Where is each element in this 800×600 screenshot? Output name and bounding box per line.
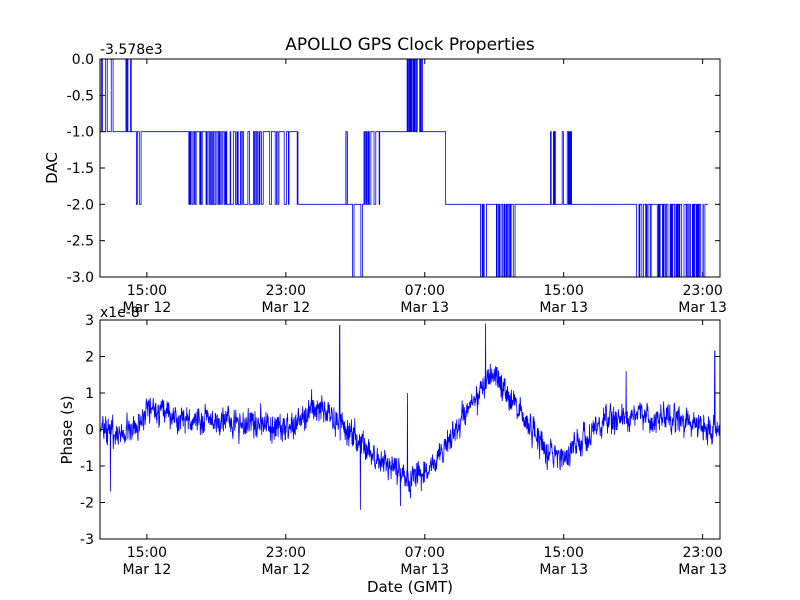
x-tick-label-time: 15:00 [127, 283, 167, 299]
y-tick-label: 2 [85, 350, 94, 366]
x-tick-label-time: 15:00 [127, 545, 167, 561]
x-tick-label-date: Mar 12 [123, 562, 172, 578]
x-tick-label-date: Mar 13 [539, 300, 588, 316]
chart-title: APOLLO GPS Clock Properties [285, 35, 535, 55]
phase-x-axis-label: Date (GMT) [367, 578, 453, 596]
x-tick-label-date: Mar 13 [678, 562, 727, 578]
x-tick-label-time: 23:00 [682, 545, 722, 561]
phase-y-axis-label: Phase (s) [58, 395, 76, 464]
dac-chart: APOLLO GPS Clock Properties -3.578e3 DAC… [43, 35, 727, 316]
dac-series-line [100, 59, 708, 277]
y-tick-label: 1 [85, 386, 94, 402]
x-tick-label-date: Mar 13 [539, 562, 588, 578]
y-tick-label: -0.5 [67, 88, 94, 104]
x-tick-label-time: 07:00 [405, 283, 445, 299]
x-tick-label-date: Mar 12 [261, 562, 310, 578]
y-tick-label: -1 [80, 459, 94, 475]
phase-chart: x1e-8 Phase (s) Date (GMT) 3 2 1 0 -1 -2 -3 15:… [58, 305, 727, 596]
x-tick-label-date: Mar 13 [400, 562, 449, 578]
x-tick-label-time: 23:00 [682, 283, 722, 299]
x-tick-label-date: Mar 13 [678, 300, 727, 316]
x-tick-label-date: Mar 13 [400, 300, 449, 316]
y-tick-label: -1.0 [67, 125, 94, 141]
y-tick-label: -3 [80, 532, 94, 548]
phase-offset-label: x1e-8 [100, 305, 140, 321]
y-tick-label: 0.0 [72, 52, 94, 68]
dac-axes-frame [99, 58, 721, 278]
x-tick-label-time: 15:00 [544, 545, 584, 561]
x-tick-label-time: 07:00 [405, 545, 445, 561]
y-tick-label: -2.0 [67, 197, 94, 213]
y-tick-label: -3.0 [67, 270, 94, 286]
phase-axes-frame [99, 319, 721, 540]
y-tick-label: -1.5 [67, 161, 94, 177]
x-tick-label-time: 23:00 [266, 283, 306, 299]
dac-offset-label: -3.578e3 [100, 42, 163, 58]
x-tick-label-time: 23:00 [266, 545, 306, 561]
y-tick-label: -2.5 [67, 234, 94, 250]
x-tick-label-time: 15:00 [544, 283, 584, 299]
x-tick-label-date: Mar 12 [123, 300, 172, 316]
y-tick-label: -2 [80, 496, 94, 512]
y-tick-label: 3 [85, 313, 94, 329]
y-tick-label: 0 [85, 423, 94, 439]
x-tick-label-date: Mar 12 [261, 300, 310, 316]
dac-y-axis-label: DAC [43, 152, 61, 184]
phase-series-line [100, 323, 720, 510]
